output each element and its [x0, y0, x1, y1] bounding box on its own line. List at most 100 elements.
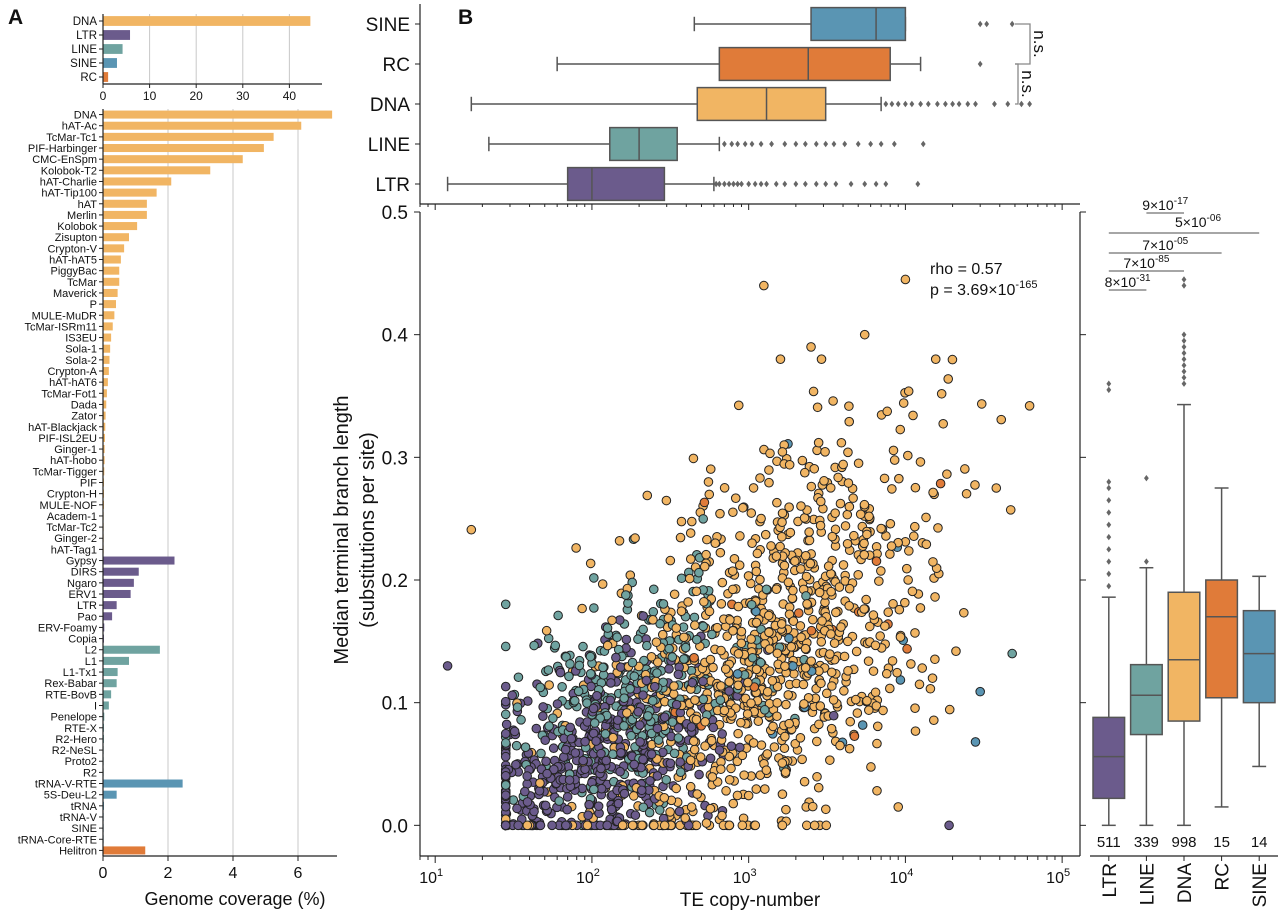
scatter-point	[752, 548, 763, 559]
scatter-point	[705, 753, 716, 764]
scatter-point	[729, 553, 740, 564]
b-top-flier	[782, 140, 788, 148]
b-top-flier	[802, 180, 808, 188]
a-bottom-category-label: TcMar-Tc2	[46, 522, 97, 534]
b-top-flier	[793, 180, 799, 188]
a-bottom-category-label: Crypton-H	[47, 489, 97, 501]
scatter-point	[529, 640, 539, 651]
scatter-point	[844, 583, 855, 594]
b-right-bracket-label-exponent: -06	[1207, 213, 1222, 224]
scatter-point	[511, 740, 522, 751]
scatter-point	[876, 523, 886, 534]
scatter-point	[928, 487, 938, 498]
scatter-point	[699, 561, 710, 572]
a-bottom-xtick-label: 2	[164, 865, 173, 882]
scatter-point	[780, 767, 791, 777]
b-top-flier	[716, 180, 722, 188]
a-bottom-category-label: hAT-Tip100	[41, 188, 97, 200]
scatter-point	[705, 464, 716, 474]
a-bottom-bar	[103, 645, 160, 654]
scatter-point	[659, 712, 670, 723]
scatter-point	[596, 763, 606, 774]
a-bottom-bar	[103, 790, 117, 799]
scatter-point	[688, 736, 699, 746]
scatter-point	[777, 758, 788, 768]
a-bottom-bar	[103, 589, 131, 599]
scatter-point	[617, 820, 628, 831]
scatter-point	[685, 554, 696, 564]
b-top-flier	[855, 140, 861, 148]
b-main-ytick-label: 0.3	[382, 448, 408, 469]
b-right-category-label: SINE	[1250, 863, 1271, 907]
scatter-point	[838, 459, 848, 470]
a-bottom-category-label: tRNA-V	[60, 812, 98, 824]
scatter-point	[627, 820, 638, 831]
scatter-point	[859, 499, 870, 510]
scatter-point	[500, 681, 511, 692]
a-bottom-category-label: PiggyBac	[51, 266, 98, 278]
b-right-box	[1205, 579, 1239, 699]
a-bottom-category-label: L1	[85, 656, 97, 668]
scatter-point	[653, 735, 664, 745]
scatter-point	[612, 715, 623, 725]
scatter-point	[894, 604, 905, 615]
scatter-point	[552, 699, 563, 709]
b-main-ytick-label: 0.2	[382, 571, 408, 592]
a-bottom-bar	[103, 110, 333, 119]
scatter-point	[921, 512, 931, 523]
b-top-category-label: SINE	[366, 15, 410, 36]
scatter-point	[769, 742, 780, 752]
scatter-point	[513, 672, 524, 683]
a-bottom-category-label: hAT-Ac	[62, 121, 98, 133]
scatter-point	[507, 690, 517, 701]
b-top-flier	[889, 100, 895, 108]
scatter-point	[801, 591, 811, 601]
a-bottom-category-label: hAT-Charlie	[40, 176, 97, 188]
b-top-flier	[735, 180, 741, 188]
b-right-category-label: LINE	[1137, 863, 1158, 905]
scatter-point	[535, 682, 546, 693]
scatter-point	[614, 536, 625, 546]
scatter-point	[800, 643, 811, 654]
scatter-point	[843, 666, 853, 676]
a-bottom-bar	[103, 656, 129, 665]
scatter-point	[848, 493, 858, 503]
a-bottom-category-label: Merlin	[67, 210, 97, 222]
b-main-xtick-label-base: 10	[1046, 870, 1064, 887]
scatter-point	[724, 820, 735, 831]
scatter-point	[826, 629, 836, 639]
scatter-point	[801, 820, 812, 831]
a-bottom-bar	[103, 300, 116, 309]
b-top-box	[696, 86, 827, 122]
scatter-point	[625, 683, 635, 694]
b-right-count-label: 998	[1171, 834, 1196, 851]
scatter-point	[691, 586, 702, 597]
b-top-flier	[735, 140, 741, 148]
b-right-bracket-label-exponent: -17	[1174, 196, 1189, 207]
a-bottom-category-label: DNA	[74, 110, 98, 122]
scatter-point	[851, 646, 862, 657]
a-bottom-category-label: Penelope	[51, 712, 98, 724]
scatter-point	[807, 801, 818, 812]
scatter-point	[825, 755, 835, 765]
panel-b-top-boxplot: SINE RC DNA LINE LTR n.s. n.s.	[366, 4, 1080, 210]
scatter-point	[907, 586, 918, 597]
scatter-point	[561, 820, 571, 831]
scatter-point	[779, 743, 790, 754]
a-bottom-category-label: TcMar-Tigger	[33, 466, 98, 478]
b-top-flier	[943, 100, 948, 108]
b-right-box	[1242, 609, 1276, 704]
scatter-point	[716, 681, 726, 691]
scatter-point	[843, 478, 854, 488]
scatter-point	[859, 329, 870, 340]
scatter-point	[864, 511, 874, 522]
scatter-point	[613, 798, 624, 809]
scatter-point	[764, 465, 774, 475]
scatter-point	[663, 613, 674, 623]
scatter-point	[750, 820, 761, 831]
a-bottom-category-label: Crypton-A	[47, 366, 97, 378]
scatter-point	[795, 621, 806, 631]
scatter-point	[721, 786, 731, 796]
scatter-point	[951, 646, 961, 657]
